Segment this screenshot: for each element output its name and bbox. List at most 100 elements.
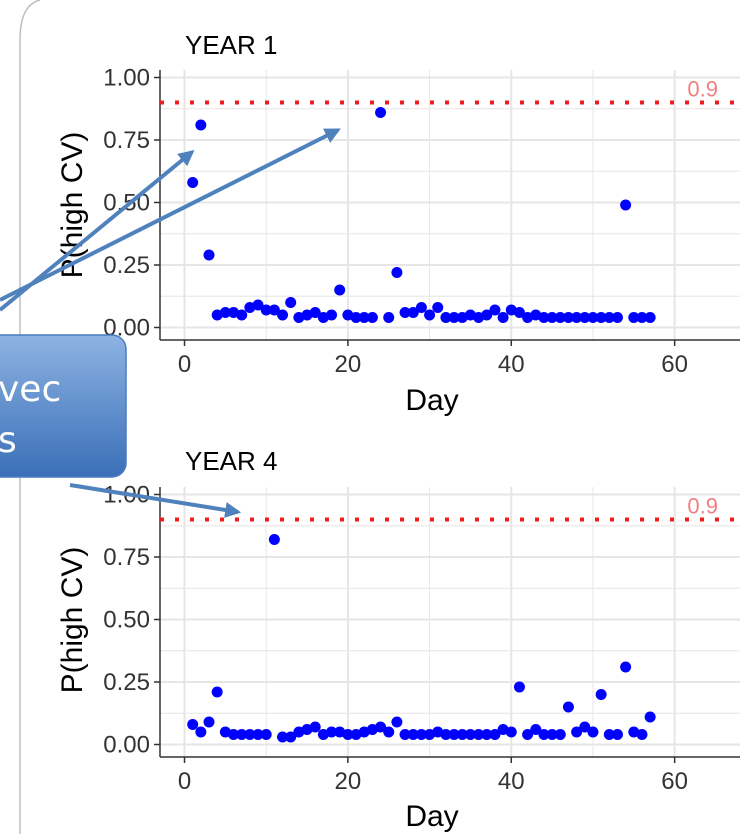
data-point <box>505 726 517 738</box>
y-tick-label: 1.00 <box>103 65 150 92</box>
x-axis-label: Day <box>405 384 458 417</box>
data-point <box>611 729 623 740</box>
data-point <box>546 729 558 740</box>
data-point <box>644 312 656 323</box>
data-point <box>595 312 607 323</box>
callout-arrows <box>0 128 341 518</box>
data-point <box>350 312 362 323</box>
threshold-label: 0.9 <box>687 494 718 519</box>
data-point <box>252 299 264 311</box>
data-point <box>473 729 485 740</box>
data-point <box>358 312 370 323</box>
data-point <box>375 107 387 118</box>
x-tick-label: 20 <box>335 768 362 795</box>
data-point <box>497 312 509 323</box>
data-point <box>268 304 280 316</box>
data-point <box>571 726 583 738</box>
data-point <box>579 312 591 323</box>
data-point <box>415 302 427 313</box>
y-tick-label: 0.50 <box>103 607 150 634</box>
data-point <box>375 721 387 733</box>
callout-text-line2: s <box>0 420 17 461</box>
data-point <box>489 304 501 316</box>
data-point <box>334 284 346 296</box>
data-point <box>587 726 599 738</box>
data-point <box>383 726 395 738</box>
data-point <box>587 312 599 323</box>
x-tick-label: 60 <box>661 351 688 378</box>
data-point <box>236 729 248 740</box>
data-point <box>366 312 378 323</box>
data-point <box>644 711 656 723</box>
data-point <box>326 726 338 738</box>
data-point <box>309 721 321 733</box>
data-point <box>554 729 566 740</box>
data-point <box>440 312 452 323</box>
threshold-label: 0.9 <box>687 77 718 102</box>
data-point <box>456 729 468 740</box>
data-point <box>530 724 542 735</box>
data-point <box>562 701 574 713</box>
data-point <box>219 307 231 318</box>
data-point <box>228 729 240 740</box>
data-point <box>260 729 272 740</box>
y-tick-label: 0.75 <box>103 127 150 154</box>
data-point <box>522 729 534 740</box>
data-point <box>211 686 223 698</box>
data-point <box>203 249 215 261</box>
panel-title: YEAR 4 <box>185 446 278 476</box>
data-point <box>481 729 493 740</box>
data-point <box>620 199 632 211</box>
x-tick-label: 20 <box>335 351 362 378</box>
data-point <box>513 681 525 693</box>
data-point <box>595 689 607 700</box>
data-point <box>285 731 297 743</box>
data-point <box>203 716 215 728</box>
data-point <box>448 312 460 323</box>
x-tick-label: 40 <box>498 351 525 378</box>
x-tick-label: 40 <box>498 768 525 795</box>
data-point <box>628 312 640 323</box>
data-point <box>415 729 427 740</box>
data-point <box>326 309 338 321</box>
y-axis-label: P(high CV) <box>56 547 89 694</box>
data-point <box>636 312 648 323</box>
data-point <box>407 729 419 740</box>
data-point <box>187 719 199 730</box>
data-point <box>554 312 566 323</box>
data-point <box>620 661 632 673</box>
data-point <box>268 534 280 545</box>
slide-frame-line <box>19 0 41 834</box>
data-point <box>244 729 256 740</box>
arrow-to-year4-point <box>69 483 242 518</box>
data-point <box>546 312 558 323</box>
y-axis-label: P(high CV) <box>56 132 89 279</box>
x-tick-label: 60 <box>661 768 688 795</box>
data-point <box>285 297 297 308</box>
data-point <box>538 729 550 740</box>
data-point <box>424 309 436 321</box>
data-point <box>481 309 493 321</box>
data-point <box>489 729 501 740</box>
data-point <box>187 177 199 188</box>
x-axis-label: Day <box>405 800 458 833</box>
y-tick-label: 0.00 <box>103 732 150 759</box>
data-point <box>538 312 550 323</box>
x-tick-label: 0 <box>178 768 191 795</box>
callout-rect <box>0 334 127 478</box>
data-point <box>391 716 403 728</box>
data-point <box>603 312 615 323</box>
data-point <box>603 729 615 740</box>
data-point <box>571 312 583 323</box>
data-point <box>236 309 248 321</box>
data-point <box>432 302 444 313</box>
y-tick-label: 0.25 <box>103 669 150 696</box>
y-tick-label: 0.25 <box>103 252 150 279</box>
data-point <box>252 729 264 740</box>
data-point <box>195 726 207 738</box>
data-point <box>513 307 525 318</box>
data-point <box>277 309 289 321</box>
